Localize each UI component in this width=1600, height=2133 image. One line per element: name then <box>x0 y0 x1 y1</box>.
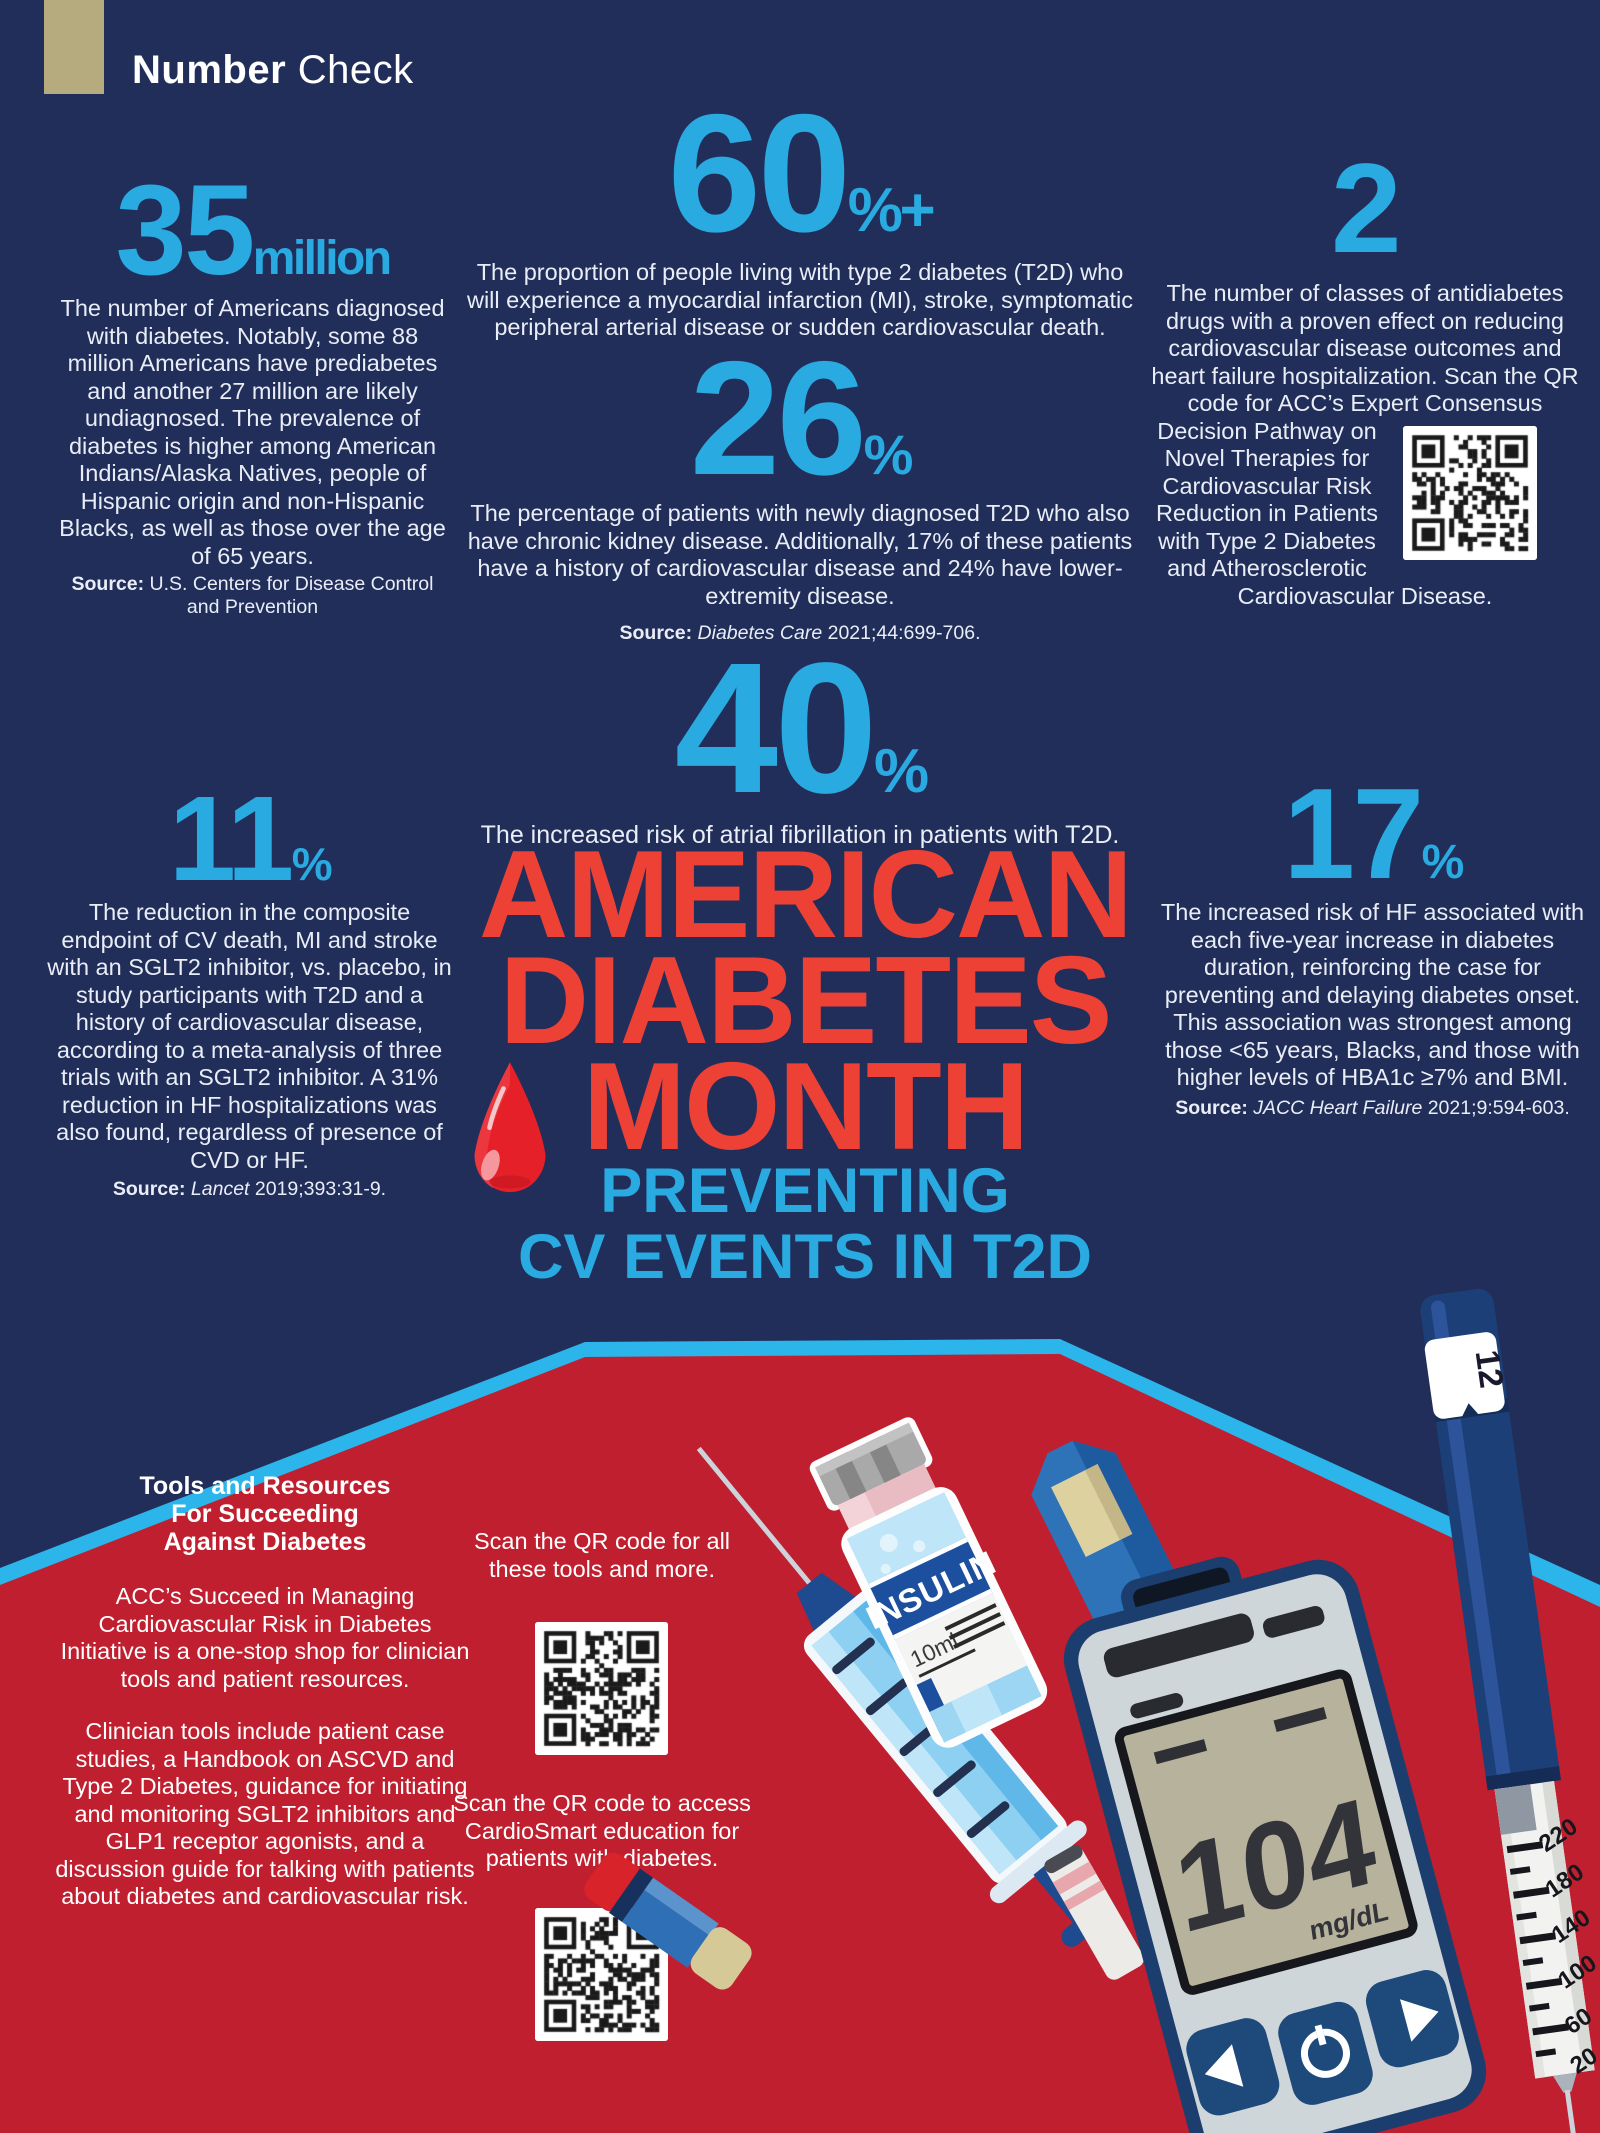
stat-2-classes: 2 The number of classes of antidiabetes … <box>1145 145 1585 610</box>
pen-scale-ticks <box>1506 1841 1569 2058</box>
page-title: Number Check <box>132 48 414 93</box>
stat-35-text: The number of Americans diagnosed with d… <box>59 295 446 569</box>
stat-26-text: The percentage of patients with newly di… <box>467 500 1133 609</box>
qr-code-tools <box>535 1622 668 1755</box>
brand-light: Check <box>286 48 414 92</box>
stat-11-source: Source: Lancet 2019;393:31-9. <box>112 1178 387 1200</box>
subtitle-preventing: PREVENTING <box>600 1156 1010 1226</box>
stat-35-million: 35million The number of Americans diagno… <box>55 167 450 619</box>
gold-corner-square <box>44 0 104 94</box>
stat-11-value: 11% <box>168 770 333 906</box>
tools-paragraph-1: ACC’s Succeed in Managing Cardiovascular… <box>60 1583 470 1692</box>
diabetes-supplies-illustration: INSULIN 10ml 12 <box>584 1288 1600 2133</box>
glucose-meter-illustration: 104 mg/dL <box>1063 1556 1487 2133</box>
meter-power-button <box>1278 2001 1373 2105</box>
subtitle: PREVENTING CV EVENTS IN T2D <box>455 1158 1155 1290</box>
stat-17-source: Source: JACC Heart Failure 2021;9:594-60… <box>1175 1096 1570 1119</box>
stat-17-value: 17% <box>1283 762 1464 906</box>
qr-caption-tools: Scan the QR code for all these tools and… <box>473 1528 731 1582</box>
stat-40-value: 40% <box>674 625 930 832</box>
title-line-american: AMERICAN <box>478 826 1133 964</box>
main-title: AMERICAN DIABETES MONTH <box>300 826 1310 1176</box>
stat-26-percent: 26% The percentage of patients with newl… <box>465 338 1135 645</box>
stat-40-percent: 40% The increased risk of atrial fibrill… <box>415 636 1185 850</box>
title-line-month: MONTH <box>582 1038 1030 1176</box>
stat-11-text: The reduction in the composite endpoint … <box>47 899 452 1173</box>
title-line-diabetes: DIABETES <box>499 932 1113 1070</box>
tools-paragraph-2: Clinician tools include patient case stu… <box>55 1718 475 1909</box>
test-strip-illustration <box>1044 1845 1144 1980</box>
stat-17-text: The increased risk of HF associated with… <box>1160 899 1585 1090</box>
stat-35-source: Source: U.S. Centers for Disease Control… <box>71 573 434 618</box>
tools-heading: Tools and Resources For Succeeding Again… <box>139 1472 391 1556</box>
stat-2-text: The number of classes of antidiabetes dr… <box>1151 280 1579 609</box>
stat-26-value: 26% <box>689 328 913 509</box>
qr-code-cardiosmart <box>535 1908 668 2041</box>
stat-60-percent: 60%+ The proportion of people living wit… <box>465 89 1135 342</box>
blood-drop-icon <box>474 1062 546 1193</box>
brand-bold: Number <box>132 48 287 92</box>
lancet-device-illustration <box>584 1852 752 1990</box>
stat-17-percent: 17% The increased risk of HF associated … <box>1160 770 1585 1120</box>
subtitle-cv-events: CV EVENTS IN T2D <box>517 1222 1093 1292</box>
insulin-vial-illustration: INSULIN 10ml <box>809 1417 1048 1748</box>
insulin-pen-illustration: 12 220 180 140 100 60 20 <box>1420 1288 1600 2133</box>
stat-2-value: 2 <box>1330 137 1402 279</box>
stat-60-value: 60%+ <box>667 79 936 267</box>
stat-26-source: Source: Diabetes Care 2021;44:699-706. <box>619 622 981 644</box>
stat-35-value: 35million <box>115 159 392 302</box>
stat-40-text: The increased risk of atrial fibrillatio… <box>480 821 1120 849</box>
stat-11-percent: 11% The reduction in the composite endpo… <box>42 778 457 1201</box>
pen-dose-window: 12 <box>1468 1348 1511 1391</box>
qr-code-decision-pathway <box>1403 425 1537 560</box>
stat-60-text: The proportion of people living with typ… <box>466 259 1134 340</box>
tools-resources-block: Tools and Resources For Succeeding Again… <box>55 1472 475 1911</box>
